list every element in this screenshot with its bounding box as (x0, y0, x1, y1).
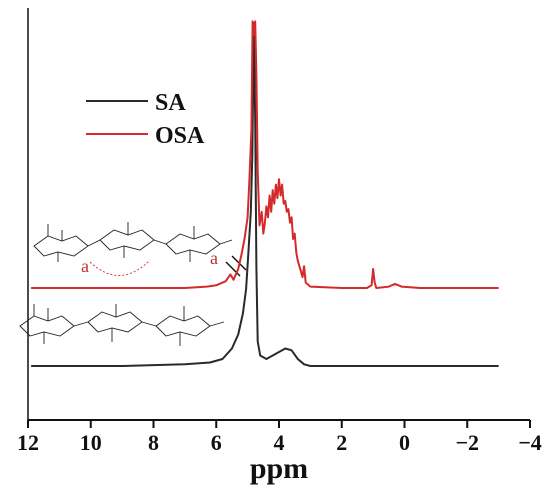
x-tick-label: 6 (211, 430, 222, 455)
annotation-a-left: a (81, 256, 89, 276)
osa-structure-drawing (33, 222, 247, 277)
x-tick-label: 8 (148, 430, 159, 455)
x-axis-ticks: 12 10 8 6 4 2 0 −2 −4 (17, 420, 542, 455)
annotation-a-right: a (210, 248, 218, 268)
x-tick-label: −4 (518, 430, 542, 455)
x-axis-label: ppm (250, 452, 308, 485)
x-tick-label: 12 (17, 430, 39, 455)
legend-label-sa: SA (155, 90, 186, 116)
series-line-sa (31, 22, 499, 367)
x-tick-label: −2 (455, 430, 479, 455)
x-tick-label: 10 (80, 430, 102, 455)
legend-label-osa: OSA (155, 123, 205, 149)
x-tick-label: 4 (274, 430, 285, 455)
legend: SA OSA (86, 90, 205, 149)
x-tick-label: 0 (399, 430, 410, 455)
series-line-osa (31, 20, 499, 289)
sa-structure-drawing (19, 304, 225, 346)
series-layer (31, 20, 499, 367)
x-tick-label: 2 (336, 430, 347, 455)
